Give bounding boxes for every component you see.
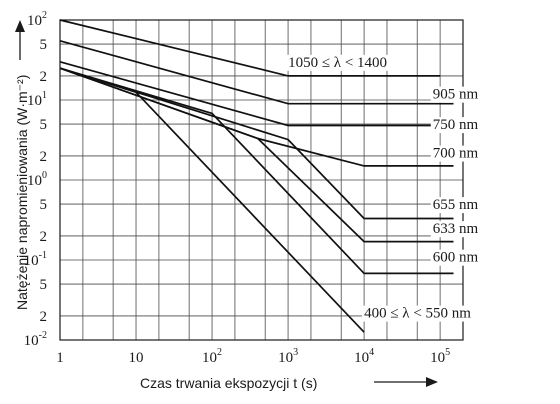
series-lines bbox=[59, 19, 454, 333]
x-tick-label: 10 bbox=[129, 350, 144, 366]
series-labels: 1050 ≤ λ < 1400 905 nm 750 nm 700 nm 655 nm 6… bbox=[286, 54, 481, 322]
series-line-0 bbox=[59, 19, 441, 77]
y-tick-label: 5 bbox=[40, 277, 48, 293]
y-tick-label: 2 bbox=[40, 149, 48, 165]
y-tick-label: 2 bbox=[40, 309, 48, 325]
y-tick-label: 2 bbox=[40, 69, 48, 85]
y-tick-label: 5 bbox=[40, 117, 48, 133]
plot-frame bbox=[59, 19, 464, 341]
y-axis-arrow bbox=[15, 20, 25, 60]
y-axis-label: Natężenie napromieniowania (W·m⁻²) bbox=[14, 75, 30, 310]
series-label-bg bbox=[430, 86, 481, 103]
series-label-bg bbox=[430, 197, 481, 214]
series-label-3: 700 nm bbox=[433, 146, 479, 162]
y-tick-label: 5 bbox=[40, 37, 48, 53]
series-label-5: 633 nm bbox=[433, 221, 479, 237]
y-tick-label: 100 bbox=[27, 170, 47, 189]
series-label-bg bbox=[286, 54, 390, 71]
y-tick-label: 101 bbox=[27, 90, 47, 109]
x-tick-label: 1 bbox=[56, 350, 64, 366]
series-label-6: 600 nm bbox=[433, 250, 479, 266]
series-label-bg bbox=[430, 249, 481, 266]
y-tick-label: 5 bbox=[40, 197, 48, 213]
y-tick-label: 2 bbox=[40, 229, 48, 245]
series-label-bg bbox=[430, 145, 481, 162]
y-tick-label: 102 bbox=[27, 10, 47, 29]
series-label-2: 750 nm bbox=[433, 117, 479, 133]
series-line-7 bbox=[59, 67, 365, 333]
x-tick-label: 102 bbox=[202, 347, 222, 366]
x-axis-arrow bbox=[374, 377, 438, 387]
series-label-4: 655 nm bbox=[433, 197, 479, 213]
series-line-4 bbox=[59, 67, 454, 220]
series-label-0: 1050 ≤ λ < 1400 bbox=[288, 55, 387, 71]
series-line-1 bbox=[59, 39, 454, 105]
series-label-bg bbox=[430, 221, 481, 238]
x-tick-label: 105 bbox=[430, 347, 450, 366]
x-axis-label: Czas trwania ekspozycji t (s) bbox=[140, 375, 317, 391]
y-tick-label: 10-1 bbox=[24, 250, 47, 269]
series-label-bg bbox=[362, 305, 474, 322]
x-tick-label: 103 bbox=[278, 347, 298, 366]
series-line-5 bbox=[59, 67, 454, 243]
series-label-bg bbox=[430, 117, 481, 134]
series-label-1: 905 nm bbox=[433, 87, 479, 103]
series-line-6 bbox=[59, 67, 454, 275]
series-line-2 bbox=[59, 60, 454, 127]
y-tick-labels: 102 5 2 101 5 2 100 5 2 10-1 5 2 10-2 bbox=[24, 10, 47, 349]
x-tick-labels: 1 10 102 103 104 105 bbox=[56, 347, 450, 366]
y-tick-label: 10-2 bbox=[24, 330, 47, 349]
series-label-7: 400 ≤ λ < 550 nm bbox=[364, 306, 471, 322]
x-tick-label: 104 bbox=[354, 347, 374, 366]
grid bbox=[59, 19, 464, 341]
